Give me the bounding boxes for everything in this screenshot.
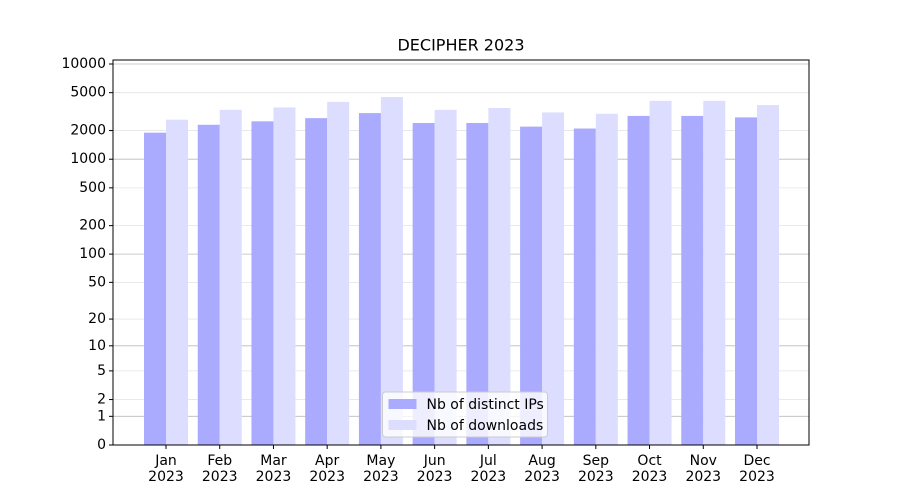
bar (757, 105, 779, 445)
y-tick-label: 500 (79, 180, 106, 196)
bar (542, 112, 565, 446)
bar (327, 101, 350, 446)
bar (681, 115, 704, 445)
y-tick-label: 0 (97, 437, 106, 453)
plot-frame (112, 59, 810, 446)
x-tick-label: Nov 2023 (685, 453, 722, 485)
bar (627, 115, 650, 445)
bar (434, 109, 457, 445)
y-tick-label: 2 (97, 392, 106, 408)
x-tick-label: Oct 2023 (631, 453, 668, 485)
bar (380, 97, 403, 445)
legend-label: Nb of distinct IPs (427, 397, 544, 413)
chart-title: DECIPHER 2023 (397, 36, 524, 55)
bar (735, 117, 757, 445)
y-tick-label: 100 (79, 246, 106, 262)
bar (649, 100, 672, 446)
x-tick-label: Jan 2023 (148, 453, 184, 485)
x-tick-label: Sep 2023 (577, 453, 614, 485)
legend-label: Nb of downloads (427, 418, 544, 434)
y-tick-label: 2000 (70, 123, 106, 139)
x-tick-label: Dec 2023 (739, 453, 775, 485)
y-tick-label: 200 (79, 218, 106, 234)
bar (412, 123, 435, 445)
x-tick-label: Jun 2023 (416, 453, 453, 485)
x-tick-label: Feb 2023 (201, 453, 238, 485)
bar (197, 124, 220, 446)
bar (488, 108, 511, 445)
y-tick-label: 5000 (70, 85, 106, 101)
bar (273, 107, 296, 445)
bar (166, 119, 188, 445)
x-tick-label: Jul 2023 (470, 453, 507, 485)
legend-swatch (388, 399, 417, 409)
x-tick-label: Mar 2023 (255, 453, 292, 485)
y-tick-label: 10000 (61, 56, 106, 72)
y-tick-label: 50 (88, 274, 106, 290)
bar (573, 128, 596, 445)
bar (520, 126, 543, 445)
bar (219, 109, 242, 445)
x-tick-label: Aug 2023 (524, 453, 560, 485)
y-tick-label: 20 (88, 311, 106, 327)
bar (595, 113, 618, 445)
bar (703, 100, 726, 446)
legend-swatch (388, 420, 417, 430)
bar (305, 118, 328, 446)
y-tick-label: 1000 (70, 151, 106, 167)
bar (144, 132, 166, 445)
x-tick-label: May 2023 (363, 453, 399, 485)
y-tick-label: 10 (88, 338, 106, 354)
x-tick-label: Apr 2023 (309, 453, 345, 485)
y-tick-label: 1 (97, 408, 106, 424)
bar (466, 123, 489, 445)
bar (358, 113, 381, 446)
y-tick-label: 5 (97, 363, 106, 379)
bar (251, 121, 274, 445)
legend-box (382, 391, 548, 438)
